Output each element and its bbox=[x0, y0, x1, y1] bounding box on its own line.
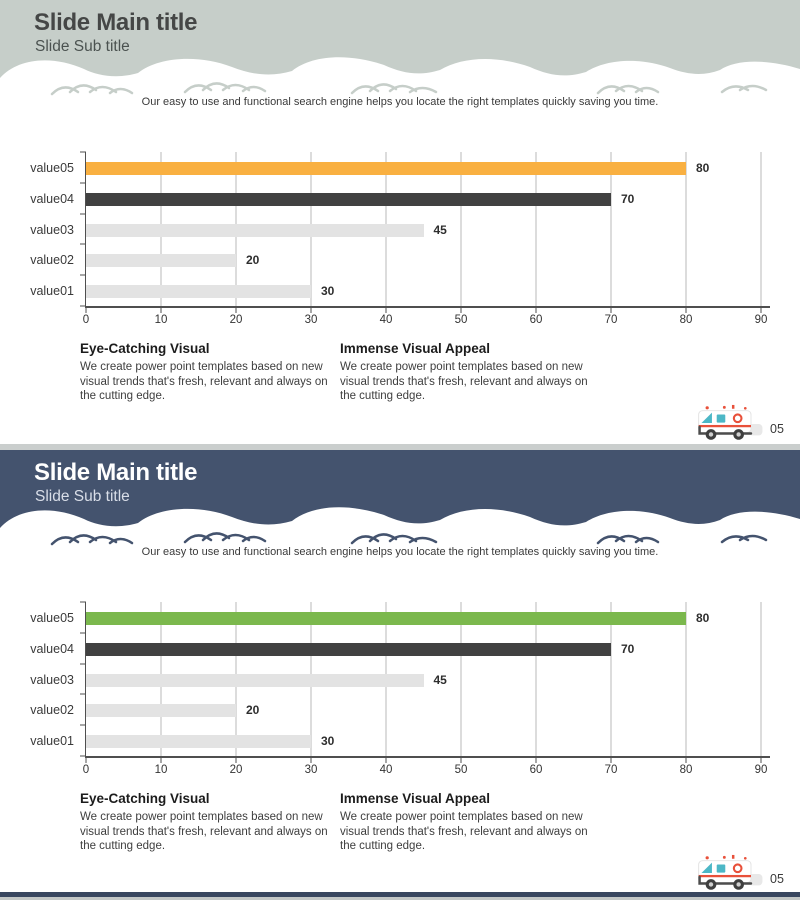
category-label: value02 bbox=[30, 253, 74, 268]
value-label: 70 bbox=[621, 641, 635, 656]
chart-rows: value05 80 value04 70 value03 45 bbox=[30, 602, 761, 756]
bar-value04 bbox=[86, 192, 611, 206]
value-label: 20 bbox=[245, 253, 260, 268]
x-axis-tick-label: 0 bbox=[82, 314, 90, 326]
value-label: 45 bbox=[433, 222, 447, 237]
x-axis-tick-label: 90 bbox=[754, 314, 768, 326]
x-axis-tick-label: 40 bbox=[379, 764, 393, 776]
bottom-edge-strip bbox=[0, 897, 800, 900]
x-axis-tick-label: 10 bbox=[154, 764, 168, 776]
slide-separator bbox=[0, 444, 800, 450]
description-text: Our easy to use and functional search en… bbox=[141, 96, 659, 108]
slide-main-title: Slide Main title bbox=[34, 459, 198, 486]
value-label: 80 bbox=[695, 611, 710, 625]
slide-1: Slide Main title Slide Sub title Our eas… bbox=[0, 0, 800, 444]
category-label: value01 bbox=[30, 284, 74, 299]
text-column-1: Eye-Catching Visual We create power poin… bbox=[80, 341, 332, 404]
text-column-2: Immense Visual Appeal We create power po… bbox=[340, 791, 592, 854]
text-column-2: Immense Visual Appeal We create power po… bbox=[340, 341, 592, 404]
value-label: 70 bbox=[621, 191, 635, 206]
footer-decoration: 05 bbox=[694, 404, 784, 444]
text-column-1: Eye-Catching Visual We create power poin… bbox=[80, 791, 332, 854]
bar-row-value05: value05 80 bbox=[30, 602, 761, 633]
chart-rows: value05 80 value04 70 value03 45 bbox=[30, 152, 761, 306]
column-body: We create power point templates based on… bbox=[340, 811, 588, 853]
slide-sub-title: Slide Sub title bbox=[35, 38, 130, 55]
bar-row-value01: value01 30 bbox=[30, 725, 761, 756]
category-label: value04 bbox=[30, 641, 74, 656]
value-label: 45 bbox=[433, 672, 447, 687]
value-label: 20 bbox=[245, 703, 260, 718]
category-label: value01 bbox=[30, 734, 74, 749]
x-axis-tick-label: 30 bbox=[304, 764, 318, 776]
page-number: 05 bbox=[770, 872, 784, 886]
bar-value02 bbox=[86, 704, 236, 718]
column-heading: Eye-Catching Visual bbox=[80, 791, 210, 806]
value-label: 30 bbox=[320, 734, 335, 749]
x-axis-tick-label: 70 bbox=[604, 764, 618, 776]
x-axis-tick-label: 0 bbox=[82, 764, 90, 776]
slide-main-title: Slide Main title bbox=[34, 9, 198, 36]
category-label: value03 bbox=[30, 222, 74, 237]
bar-chart: value05 80 value04 70 value03 45 bbox=[30, 151, 770, 326]
column-body: We create power point templates based on… bbox=[340, 361, 588, 403]
bar-value05 bbox=[86, 612, 686, 625]
x-axis-tick-label: 10 bbox=[154, 314, 168, 326]
bar-value05 bbox=[86, 162, 686, 175]
bar-value01 bbox=[86, 735, 311, 749]
bar-value01 bbox=[86, 285, 311, 299]
value-label: 80 bbox=[695, 161, 710, 175]
bar-chart: value05 80 value04 70 value03 45 bbox=[30, 601, 770, 776]
x-axis-tick-label: 80 bbox=[679, 764, 693, 776]
bar-row-value04: value04 70 bbox=[30, 633, 761, 664]
bar-value03 bbox=[86, 223, 424, 237]
bar-row-value02: value02 20 bbox=[30, 694, 761, 725]
cloud-border-decoration bbox=[0, 57, 800, 100]
chart-plot-area: value05 80 value04 70 value03 45 bbox=[30, 151, 770, 326]
category-label: value05 bbox=[30, 611, 74, 625]
category-label: value03 bbox=[30, 672, 74, 687]
x-axis-tick-label: 40 bbox=[379, 314, 393, 326]
bar-row-value04: value04 70 bbox=[30, 183, 761, 214]
footer-decoration: 05 bbox=[694, 854, 784, 894]
cloud-border-decoration bbox=[0, 507, 800, 550]
column-heading: Immense Visual Appeal bbox=[340, 341, 491, 356]
x-axis-tick-label: 50 bbox=[454, 764, 468, 776]
x-axis-tick-label: 60 bbox=[529, 764, 543, 776]
x-axis-tick-label: 20 bbox=[229, 314, 243, 326]
bar-value04 bbox=[86, 642, 611, 656]
ambulance-icon bbox=[698, 854, 763, 890]
column-body: We create power point templates based on… bbox=[80, 811, 328, 853]
ambulance-icon bbox=[698, 404, 763, 440]
value-label: 30 bbox=[320, 284, 335, 299]
column-heading: Immense Visual Appeal bbox=[340, 791, 491, 806]
x-axis-tick-label: 30 bbox=[304, 314, 318, 326]
x-axis-tick-label: 60 bbox=[529, 314, 543, 326]
bar-row-value03: value03 45 bbox=[30, 214, 761, 245]
slide-2: Slide Main title Slide Sub title Our eas… bbox=[0, 450, 800, 892]
x-axis-tick-label: 90 bbox=[754, 764, 768, 776]
bottom-accent-bar bbox=[0, 892, 800, 897]
x-axis-tick-label: 50 bbox=[454, 314, 468, 326]
category-label: value05 bbox=[30, 161, 74, 175]
slide-sub-title: Slide Sub title bbox=[35, 488, 130, 505]
bar-row-value05: value05 80 bbox=[30, 152, 761, 183]
category-label: value02 bbox=[30, 703, 74, 718]
category-label: value04 bbox=[30, 191, 74, 206]
x-axis-tick-label: 80 bbox=[679, 314, 693, 326]
description-text: Our easy to use and functional search en… bbox=[141, 546, 659, 558]
column-heading: Eye-Catching Visual bbox=[80, 341, 210, 356]
bar-row-value02: value02 20 bbox=[30, 244, 761, 275]
bar-row-value03: value03 45 bbox=[30, 664, 761, 695]
chart-plot-area: value05 80 value04 70 value03 45 bbox=[30, 601, 770, 776]
bar-value03 bbox=[86, 673, 424, 687]
x-axis-tick-label: 70 bbox=[604, 314, 618, 326]
x-axis-tick-label: 20 bbox=[229, 764, 243, 776]
bar-value02 bbox=[86, 254, 236, 268]
column-body: We create power point templates based on… bbox=[80, 361, 328, 403]
page-number: 05 bbox=[770, 422, 784, 436]
bar-row-value01: value01 30 bbox=[30, 275, 761, 306]
